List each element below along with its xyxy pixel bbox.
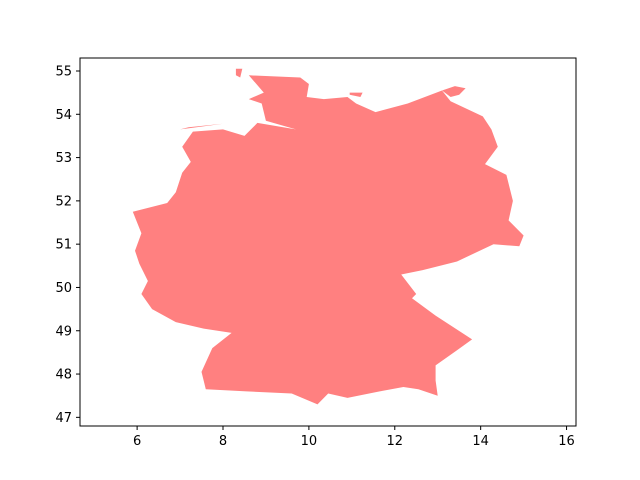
x-axis-ticks: 6 8 10 12 14 16 bbox=[133, 426, 575, 449]
x-tick-label: 16 bbox=[558, 434, 575, 449]
y-tick-label: 51 bbox=[55, 238, 72, 253]
x-tick-label: 6 bbox=[133, 434, 141, 449]
x-tick-label: 8 bbox=[219, 434, 227, 449]
y-axis-ticks: 47 48 49 50 51 52 53 54 55 bbox=[55, 64, 80, 426]
y-tick-label: 52 bbox=[55, 194, 72, 209]
y-tick-label: 54 bbox=[55, 108, 72, 123]
island-region bbox=[235, 68, 243, 78]
x-tick-label: 10 bbox=[301, 434, 318, 449]
country-region bbox=[132, 75, 524, 405]
y-tick-label: 55 bbox=[55, 64, 72, 79]
x-tick-label: 14 bbox=[472, 434, 489, 449]
y-tick-label: 50 bbox=[55, 281, 72, 296]
x-tick-label: 12 bbox=[387, 434, 404, 449]
y-tick-label: 48 bbox=[55, 368, 72, 383]
y-tick-label: 47 bbox=[55, 411, 72, 426]
island-region bbox=[442, 86, 466, 97]
y-tick-label: 53 bbox=[55, 151, 72, 166]
axes-border bbox=[79, 57, 577, 427]
map-regions bbox=[132, 68, 524, 405]
axes-frame bbox=[79, 57, 577, 427]
island-region bbox=[180, 123, 223, 130]
y-tick-label: 49 bbox=[55, 324, 72, 339]
island-region bbox=[349, 92, 363, 97]
